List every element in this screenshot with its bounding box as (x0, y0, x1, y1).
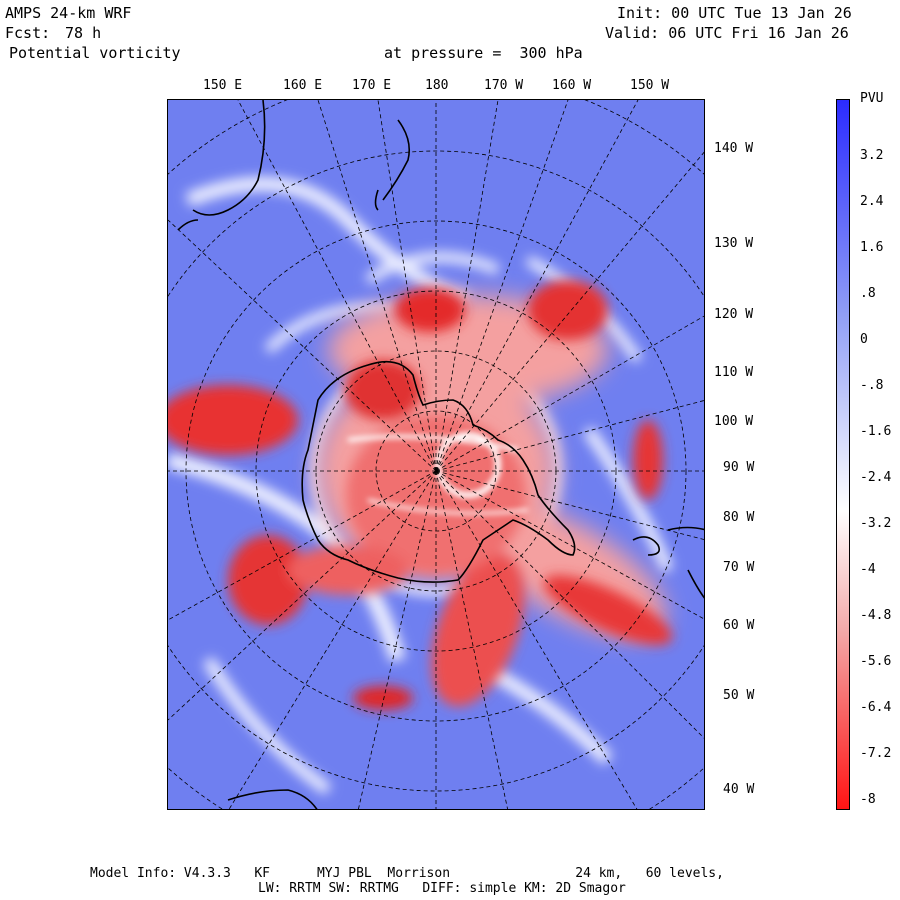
graticule (168, 100, 704, 809)
lon-label-right: 130 W (714, 236, 754, 251)
lon-label-right: 120 W (714, 307, 754, 322)
coastlines (177, 100, 704, 809)
colorbar-label: -3.2 (860, 516, 892, 531)
lon-label-top: 160 E (283, 78, 323, 93)
field-name: Potential vorticity (9, 44, 181, 62)
antarctica-coast (301, 360, 576, 583)
lon-label-top: 150 W (630, 78, 670, 93)
lon-label-right: 60 W (723, 618, 755, 633)
lon-label-top: 170 W (484, 78, 524, 93)
init-time: Init: 00 UTC Tue 13 Jan 26 (617, 4, 852, 22)
colorbar-label: -8 (860, 792, 876, 807)
colorbar-label: -4 (860, 562, 876, 577)
lon-label-right: 140 W (714, 141, 754, 156)
lon-label-top: 150 E (203, 78, 243, 93)
colorbar (836, 99, 850, 810)
colorbar-label: -6.4 (860, 700, 892, 715)
colorbar-label: 3.2 (860, 148, 884, 163)
pv-map (167, 99, 705, 810)
colorbar-unit: PVU (860, 91, 884, 106)
lon-label-right: 50 W (723, 688, 755, 703)
colorbar-label: -.8 (860, 378, 884, 393)
colorbar-label: -1.6 (860, 424, 892, 439)
south-america-coast (632, 526, 704, 599)
model-title: AMPS 24-km WRF (5, 4, 132, 22)
colorbar-label: .8 (860, 286, 876, 301)
pressure-level: at pressure = 300 hPa (384, 44, 583, 62)
colorbar-label: 2.4 (860, 194, 884, 209)
lon-label-right: 90 W (723, 460, 755, 475)
pv-field-svg (168, 100, 704, 809)
colorbar-label: -4.8 (860, 608, 892, 623)
red-features (168, 280, 673, 710)
forecast-hours: 78 h (65, 24, 102, 42)
australia-coast (177, 100, 266, 231)
physics-info: LW: RRTM SW: RRTMG DIFF: simple KM: 2D S… (258, 881, 626, 896)
colorbar-label: 1.6 (860, 240, 884, 255)
colorbar-label: -5.6 (860, 654, 892, 669)
southern-coast (227, 789, 318, 809)
lon-label-right: 40 W (723, 782, 755, 797)
lon-label-top: 170 E (352, 78, 392, 93)
lon-label-right: 80 W (723, 510, 755, 525)
lon-label-right: 110 W (714, 365, 754, 380)
lon-label-right: 100 W (714, 414, 754, 429)
forecast-label: Fcst: (5, 24, 51, 42)
valid-time: Valid: 06 UTC Fri 16 Jan 26 (605, 24, 849, 42)
colorbar-label: 0 (860, 332, 868, 347)
colorbar-label: -2.4 (860, 470, 892, 485)
new-zealand-coast (374, 119, 411, 211)
model-info: Model Info: V4.3.3 KF MYJ PBL Morrison 2… (90, 866, 724, 881)
colorbar-label: -7.2 (860, 746, 892, 761)
lon-label-right: 70 W (723, 560, 755, 575)
lon-label-top: 160 W (552, 78, 592, 93)
lon-label-top: 180 (425, 78, 449, 93)
